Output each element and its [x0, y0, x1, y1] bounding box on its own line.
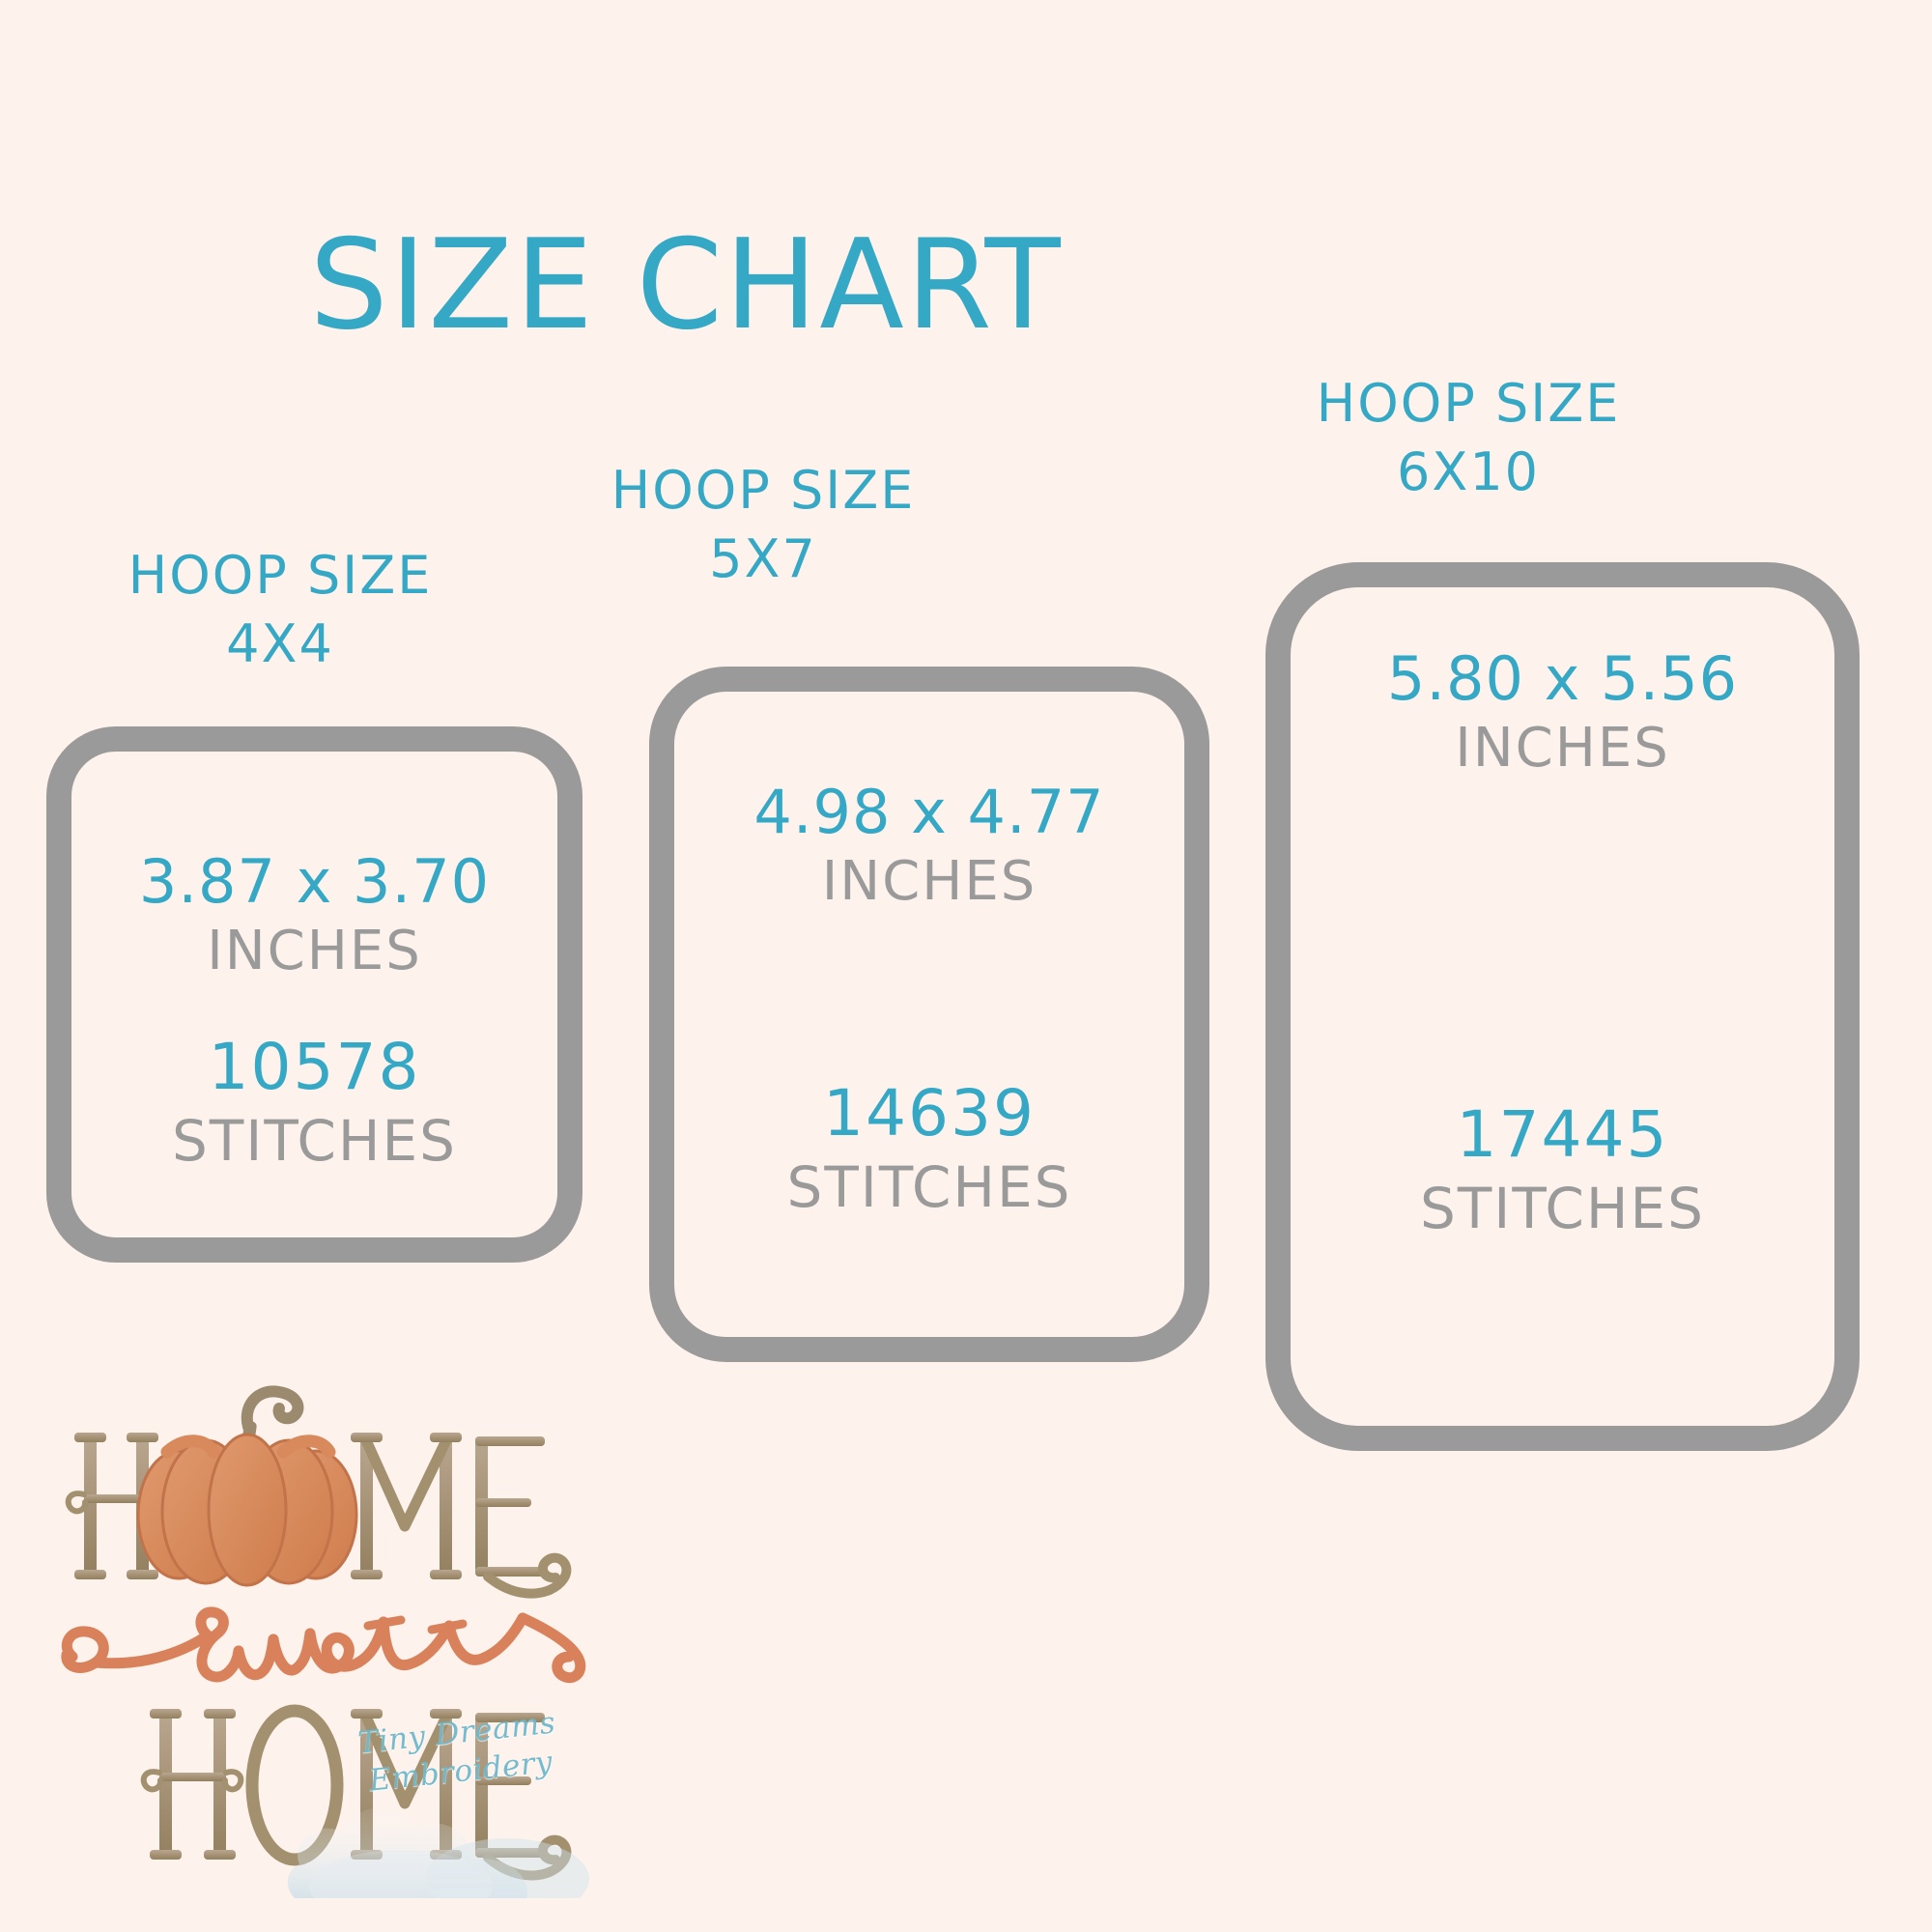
units-label-4x4: INCHES [207, 920, 422, 983]
stitches-label-4x4: STITCHES [172, 1107, 457, 1174]
stitches-label-5x7: STITCHES [786, 1153, 1072, 1220]
hoop-frame-6x10: 5.80 x 5.56 INCHES 17445 STITCHES [1265, 562, 1860, 1451]
design-preview [53, 1377, 633, 1898]
design-dimensions-6x10: 5.80 x 5.56 [1386, 643, 1739, 714]
hoop-label-prefix-1: HOOP SIZE [128, 545, 433, 606]
hoop-dims-block-6x10: 5.80 x 5.56 INCHES [1291, 645, 1834, 785]
hoop-label-size-1: 4X4 [226, 613, 334, 675]
design-word-sweet [61, 1606, 586, 1684]
hoop-stitch-block-5x7: 14639 STITCHES [674, 1078, 1184, 1225]
design-word-home-top [65, 1433, 572, 1599]
hoop-label-size-3: 6X10 [1396, 441, 1541, 503]
hoop-stitch-block-6x10: 17445 STITCHES [1291, 1099, 1834, 1246]
stitch-count-6x10: 17445 [1456, 1097, 1669, 1172]
hoop-label-5x7: HOOP SIZE 5X7 [541, 456, 985, 594]
hoop-frame-5x7: 4.98 x 4.77 INCHES 14639 STITCHES [649, 667, 1209, 1362]
hoop-label-prefix-3: HOOP SIZE [1316, 373, 1621, 434]
pumpkin-icon [136, 1385, 358, 1587]
units-label-5x7: INCHES [821, 850, 1037, 914]
hoop-label-prefix-2: HOOP SIZE [611, 460, 916, 521]
page-title: SIZE CHART [309, 213, 1063, 357]
design-word-home-bottom [140, 1704, 572, 1881]
hoop-label-4x4: HOOP SIZE 4X4 [58, 541, 502, 679]
units-label-6x10: INCHES [1455, 717, 1670, 781]
hoop-label-6x10: HOOP SIZE 6X10 [1246, 369, 1690, 507]
hoop-frame-4x4: 3.87 x 3.70 INCHES 10578 STITCHES [46, 726, 582, 1263]
hoop-dims-block-4x4: 3.87 x 3.70 INCHES [71, 848, 557, 988]
hoop-dims-block-5x7: 4.98 x 4.77 INCHES [674, 779, 1184, 919]
stitches-label-6x10: STITCHES [1420, 1175, 1705, 1241]
stitch-count-4x4: 10578 [208, 1030, 421, 1104]
hoop-label-size-2: 5X7 [709, 528, 817, 590]
stitch-count-5x7: 14639 [823, 1076, 1036, 1151]
hoop-stitch-block-4x4: 10578 STITCHES [71, 1032, 557, 1179]
design-dimensions-4x4: 3.87 x 3.70 [138, 846, 491, 917]
cloud-shape [287, 1807, 589, 1898]
design-dimensions-5x7: 4.98 x 4.77 [753, 777, 1105, 847]
